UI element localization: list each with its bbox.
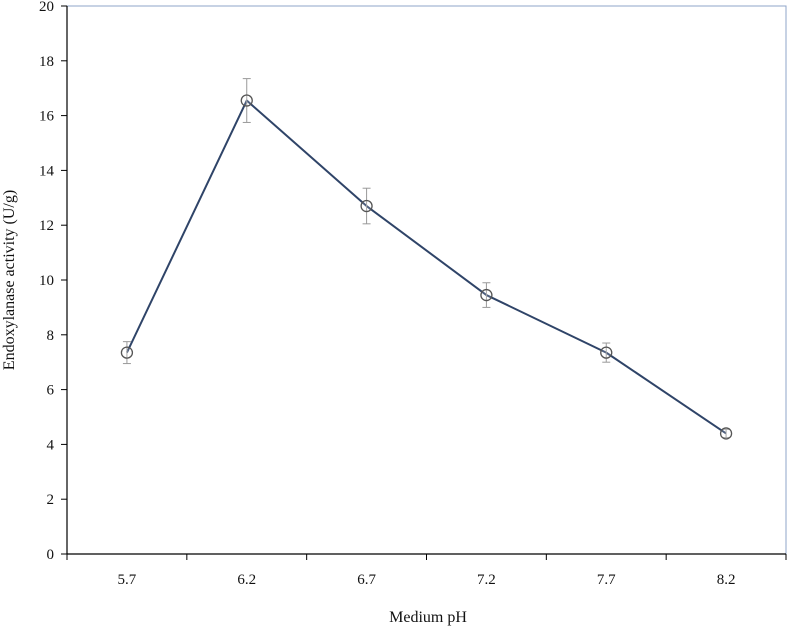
y-tick-label: 12 xyxy=(39,218,54,234)
data-point xyxy=(360,199,373,213)
y-tick-label: 8 xyxy=(47,328,55,344)
data-point xyxy=(600,346,613,359)
y-tick-label: 20 xyxy=(39,0,54,15)
data-point xyxy=(719,427,733,440)
x-tick-label: 6.7 xyxy=(357,572,376,588)
error-bar xyxy=(482,282,491,308)
plot-frame xyxy=(66,5,787,555)
x-tick-label: 6.2 xyxy=(237,572,256,588)
x-tick-label: 8.2 xyxy=(717,572,736,588)
data-point xyxy=(480,288,493,302)
y-tick-label: 6 xyxy=(47,383,55,399)
x-tick-label: 7.2 xyxy=(477,572,496,588)
y-tick-label: 18 xyxy=(39,54,54,70)
error-bar xyxy=(602,342,611,363)
error-bar xyxy=(362,187,371,225)
y-tick-label: 4 xyxy=(47,437,55,453)
error-bar xyxy=(122,341,131,365)
y-tick-label: 16 xyxy=(39,109,55,125)
x-axis-title: Medium pH xyxy=(389,609,467,626)
data-point xyxy=(120,346,134,359)
y-tick-label: 2 xyxy=(47,492,55,508)
x-axis: 5.7 6.2 6.7 7.2 7.7 8.2 xyxy=(66,553,787,588)
y-tick-label: 14 xyxy=(39,163,55,179)
error-bar xyxy=(242,78,251,123)
x-tick-label: 7.7 xyxy=(597,572,616,588)
series-group xyxy=(120,78,733,440)
x-tick-label: 5.7 xyxy=(118,572,137,588)
y-tick-label: 10 xyxy=(39,273,54,289)
series-line xyxy=(126,99,727,435)
y-tick-label: 0 xyxy=(47,547,55,563)
y-axis: 0 2 4 6 8 10 12 14 16 18 20 xyxy=(39,0,68,563)
data-point xyxy=(240,94,253,107)
y-axis-title: Endoxylanase activity (U/g) xyxy=(1,190,18,370)
